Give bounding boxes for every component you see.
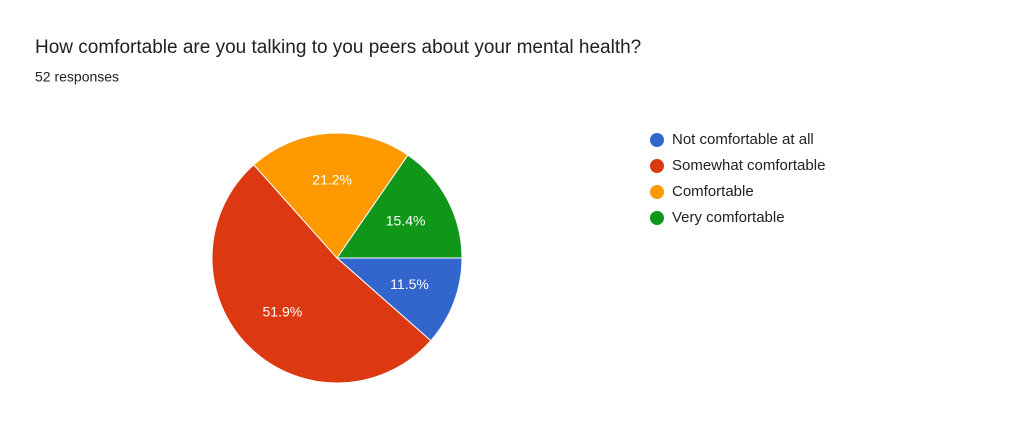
chart-title: How comfortable are you talking to you p… — [35, 37, 641, 58]
pie-slice — [253, 132, 409, 259]
pie-slice — [336, 154, 463, 259]
pie-slice — [335, 257, 463, 342]
slice-label: 51.9% — [263, 304, 303, 320]
legend-marker — [650, 159, 664, 173]
slice-label: 21.2% — [312, 171, 352, 187]
slice-label: 11.5% — [390, 276, 429, 292]
legend-label: Comfortable — [672, 183, 754, 200]
legend-label: Somewhat comfortable — [672, 157, 825, 174]
chart-subtitle: 52 responses — [35, 69, 119, 85]
legend-marker — [650, 185, 664, 199]
legend-label: Not comfortable at all — [672, 131, 814, 148]
pie-slice — [211, 164, 432, 384]
legend-marker — [650, 133, 664, 147]
slice-label: 15.4% — [386, 213, 426, 229]
legend-label: Very comfortable — [672, 209, 785, 226]
legend-marker — [650, 211, 664, 225]
